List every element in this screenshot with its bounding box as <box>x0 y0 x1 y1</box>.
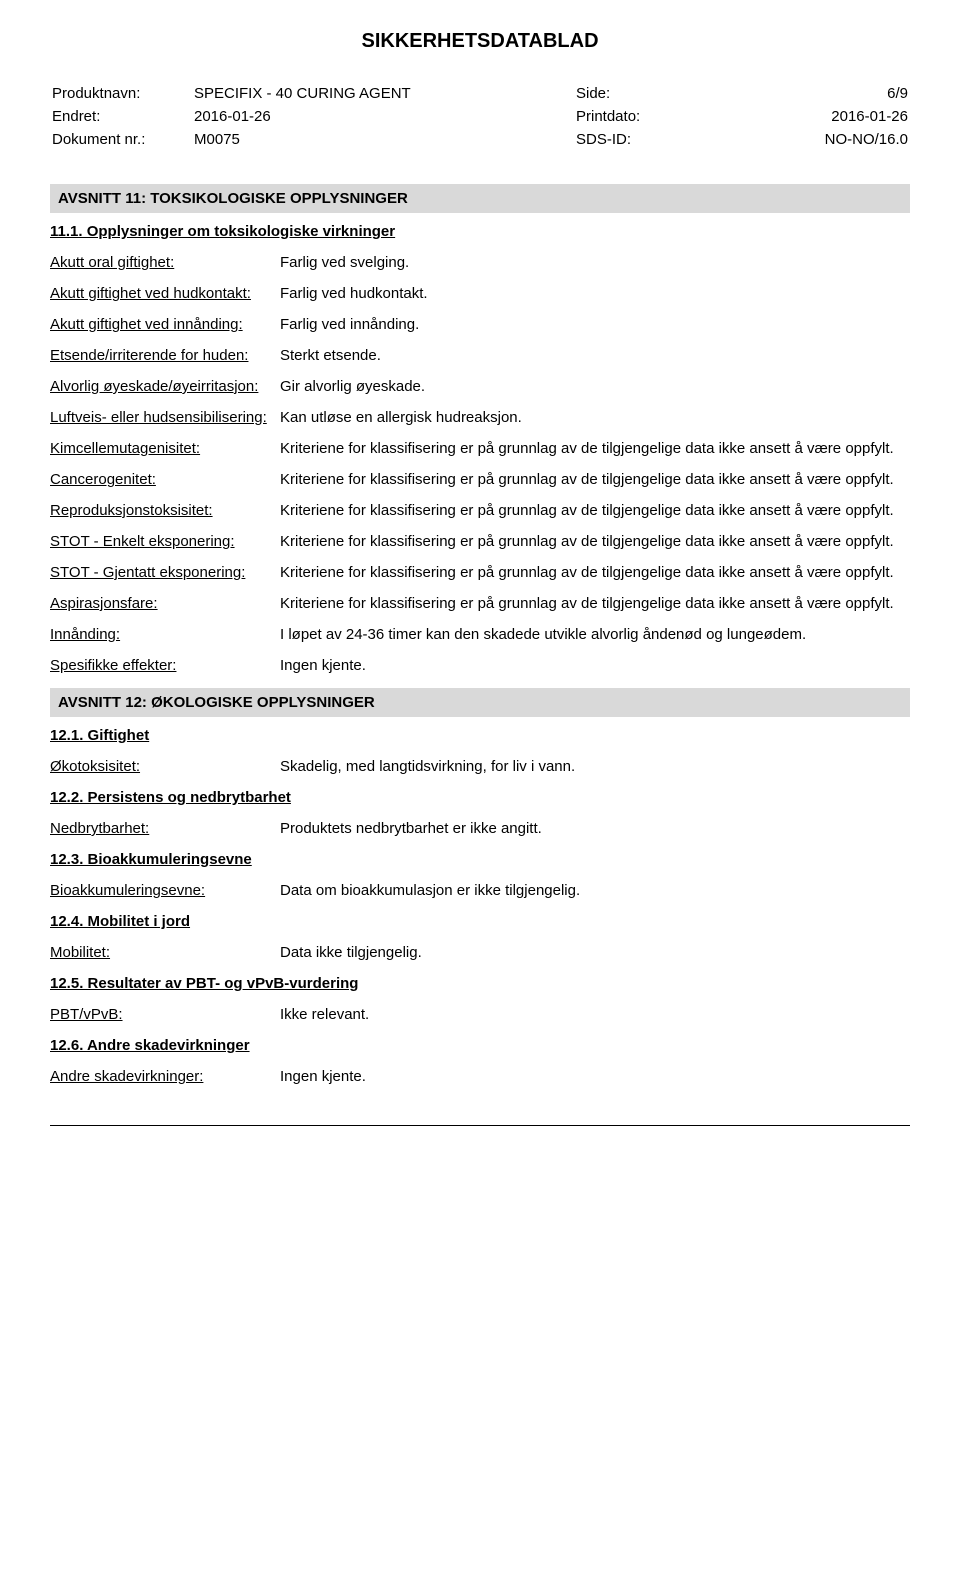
section12-title: AVSNITT 12: ØKOLOGISKE OPPLYSNINGER <box>50 688 910 717</box>
docnr-label: Dokument nr.: <box>52 131 192 152</box>
data-value: Sterkt etsende. <box>270 347 910 364</box>
data-value: Kriteriene for klassifisering er på grun… <box>270 440 910 457</box>
data-row: Akutt giftighet ved innånding:Farlig ved… <box>50 316 910 333</box>
data-label: PBT/vPvB: <box>50 1006 270 1023</box>
data-value: Ingen kjente. <box>270 657 910 674</box>
printdate-label: Printdato: <box>576 108 676 129</box>
data-value: Farlig ved hudkontakt. <box>270 285 910 302</box>
side-value: 6/9 <box>678 85 908 106</box>
product-label: Produktnavn: <box>52 85 192 106</box>
data-row: Luftveis- eller hudsensibilisering:Kan u… <box>50 409 910 426</box>
data-value: Kriteriene for klassifisering er på grun… <box>270 533 910 550</box>
data-label: Akutt giftighet ved hudkontakt: <box>50 285 270 302</box>
data-row: Spesifikke effekter:Ingen kjente. <box>50 657 910 674</box>
data-value: Kriteriene for klassifisering er på grun… <box>270 471 910 488</box>
data-row: Andre skadevirkninger:Ingen kjente. <box>50 1068 910 1085</box>
data-label: Luftveis- eller hudsensibilisering: <box>50 409 270 426</box>
data-label: Spesifikke effekter: <box>50 657 270 674</box>
data-value: Kriteriene for klassifisering er på grun… <box>270 564 910 581</box>
changed-value: 2016-01-26 <box>194 108 574 129</box>
data-row: Cancerogenitet:Kriteriene for klassifise… <box>50 471 910 488</box>
subsection-title: 12.2. Persistens og nedbrytbarhet <box>50 789 910 806</box>
data-value: Kriteriene for klassifisering er på grun… <box>270 595 910 612</box>
data-value: Kriteriene for klassifisering er på grun… <box>270 502 910 519</box>
data-label: Mobilitet: <box>50 944 270 961</box>
docnr-value: M0075 <box>194 131 574 152</box>
data-row: Etsende/irriterende for huden:Sterkt ets… <box>50 347 910 364</box>
data-row: Økotoksisitet:Skadelig, med langtidsvirk… <box>50 758 910 775</box>
data-value: Gir alvorlig øyeskade. <box>270 378 910 395</box>
data-value: Data ikke tilgjengelig. <box>270 944 910 961</box>
data-label: Andre skadevirkninger: <box>50 1068 270 1085</box>
data-value: Data om bioakkumulasjon er ikke tilgjeng… <box>270 882 910 899</box>
subsection-title: 12.6. Andre skadevirkninger <box>50 1037 910 1054</box>
data-row: Akutt giftighet ved hudkontakt:Farlig ve… <box>50 285 910 302</box>
data-value: Farlig ved svelging. <box>270 254 910 271</box>
data-row: Alvorlig øyeskade/øyeirritasjon:Gir alvo… <box>50 378 910 395</box>
data-label: Økotoksisitet: <box>50 758 270 775</box>
sdsid-value: NO-NO/16.0 <box>678 131 908 152</box>
changed-label: Endret: <box>52 108 192 129</box>
data-row: Mobilitet:Data ikke tilgjengelig. <box>50 944 910 961</box>
data-label: STOT - Enkelt eksponering: <box>50 533 270 550</box>
printdate-value: 2016-01-26 <box>678 108 908 129</box>
data-label: Akutt giftighet ved innånding: <box>50 316 270 333</box>
data-row: Innånding:I løpet av 24-36 timer kan den… <box>50 626 910 643</box>
subsection-title: 12.5. Resultater av PBT- og vPvB-vurderi… <box>50 975 910 992</box>
subsection-title: 12.3. Bioakkumuleringsevne <box>50 851 910 868</box>
data-row: Akutt oral giftighet:Farlig ved svelging… <box>50 254 910 271</box>
data-label: Nedbrytbarhet: <box>50 820 270 837</box>
sdsid-label: SDS-ID: <box>576 131 676 152</box>
data-row: PBT/vPvB:Ikke relevant. <box>50 1006 910 1023</box>
data-label: Aspirasjonsfare: <box>50 595 270 612</box>
document-title: SIKKERHETSDATABLAD <box>50 30 910 53</box>
data-row: Aspirasjonsfare:Kriteriene for klassifis… <box>50 595 910 612</box>
data-label: Cancerogenitet: <box>50 471 270 488</box>
data-label: STOT - Gjentatt eksponering: <box>50 564 270 581</box>
section11-rows-container: Akutt oral giftighet:Farlig ved svelging… <box>50 254 910 674</box>
data-label: Kimcellemutagenisitet: <box>50 440 270 457</box>
data-label: Innånding: <box>50 626 270 643</box>
header-meta-table: Produktnavn: SPECIFIX - 40 CURING AGENT … <box>50 83 910 154</box>
data-label: Bioakkumuleringsevne: <box>50 882 270 899</box>
side-label: Side: <box>576 85 676 106</box>
data-value: Ikke relevant. <box>270 1006 910 1023</box>
product-value: SPECIFIX - 40 CURING AGENT <box>194 85 574 106</box>
section11-sub1-title: 11.1. Opplysninger om toksikologiske vir… <box>50 223 910 240</box>
data-value: Kan utløse en allergisk hudreaksjon. <box>270 409 910 426</box>
data-row: Reproduksjonstoksisitet:Kriteriene for k… <box>50 502 910 519</box>
data-row: STOT - Enkelt eksponering:Kriteriene for… <box>50 533 910 550</box>
data-row: Kimcellemutagenisitet:Kriteriene for kla… <box>50 440 910 457</box>
bottom-rule <box>50 1125 910 1126</box>
section11-title: AVSNITT 11: TOKSIKOLOGISKE OPPLYSNINGER <box>50 184 910 213</box>
data-value: I løpet av 24-36 timer kan den skadede u… <box>270 626 910 643</box>
data-label: Akutt oral giftighet: <box>50 254 270 271</box>
data-value: Produktets nedbrytbarhet er ikke angitt. <box>270 820 910 837</box>
data-row: STOT - Gjentatt eksponering:Kriteriene f… <box>50 564 910 581</box>
data-value: Farlig ved innånding. <box>270 316 910 333</box>
data-label: Etsende/irriterende for huden: <box>50 347 270 364</box>
section12-subs-container: 12.1. Giftighet Økotoksisitet:Skadelig, m… <box>50 727 910 1085</box>
data-label: Alvorlig øyeskade/øyeirritasjon: <box>50 378 270 395</box>
data-value: Ingen kjente. <box>270 1068 910 1085</box>
data-row: Nedbrytbarhet:Produktets nedbrytbarhet e… <box>50 820 910 837</box>
data-value: Skadelig, med langtidsvirkning, for liv … <box>270 758 910 775</box>
data-row: Bioakkumuleringsevne:Data om bioakkumula… <box>50 882 910 899</box>
subsection-title: 12.1. Giftighet <box>50 727 910 744</box>
data-label: Reproduksjonstoksisitet: <box>50 502 270 519</box>
subsection-title: 12.4. Mobilitet i jord <box>50 913 910 930</box>
